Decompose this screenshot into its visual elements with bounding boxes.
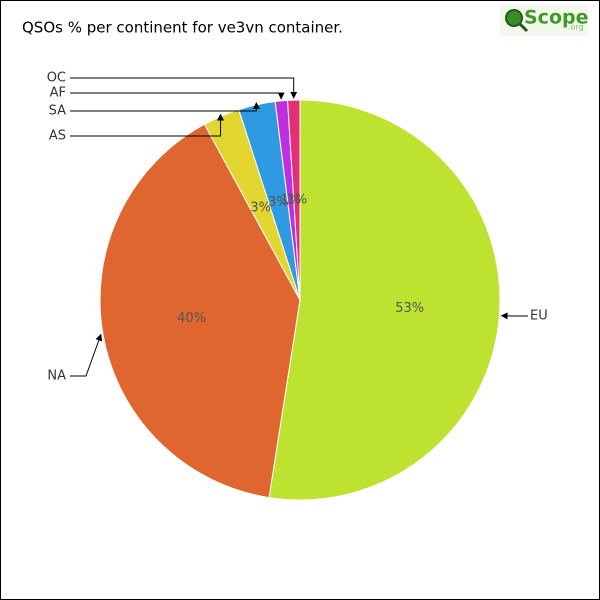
leader-line — [70, 333, 103, 377]
value-label: 40% — [177, 311, 206, 326]
pie-slice — [268, 99, 501, 501]
logo-handle — [518, 22, 529, 33]
category-label: OC — [47, 71, 66, 86]
value-label: 3% — [268, 195, 289, 210]
value-label: 3% — [250, 201, 271, 216]
pie-slice — [99, 123, 301, 499]
logo-suffix: .org — [568, 23, 584, 32]
logo-text: Scope — [524, 7, 589, 29]
category-label: NA — [47, 369, 66, 384]
pie-slice — [287, 99, 301, 301]
logo: Scope .org — [500, 4, 589, 36]
leader-line — [70, 113, 225, 137]
value-label: 53% — [395, 301, 424, 316]
value-label: 1% — [287, 193, 308, 208]
category-label: SA — [49, 104, 66, 119]
leader-line — [70, 77, 298, 99]
leader-line — [70, 92, 285, 100]
category-label: AF — [50, 86, 66, 101]
category-label: AS — [49, 129, 66, 144]
leader-line — [70, 102, 260, 112]
category-label: EU — [530, 309, 548, 324]
chart-title: QSOs % per continent for ve3vn container… — [22, 19, 343, 37]
value-label: 1% — [280, 193, 301, 208]
logo-icon — [505, 9, 523, 27]
